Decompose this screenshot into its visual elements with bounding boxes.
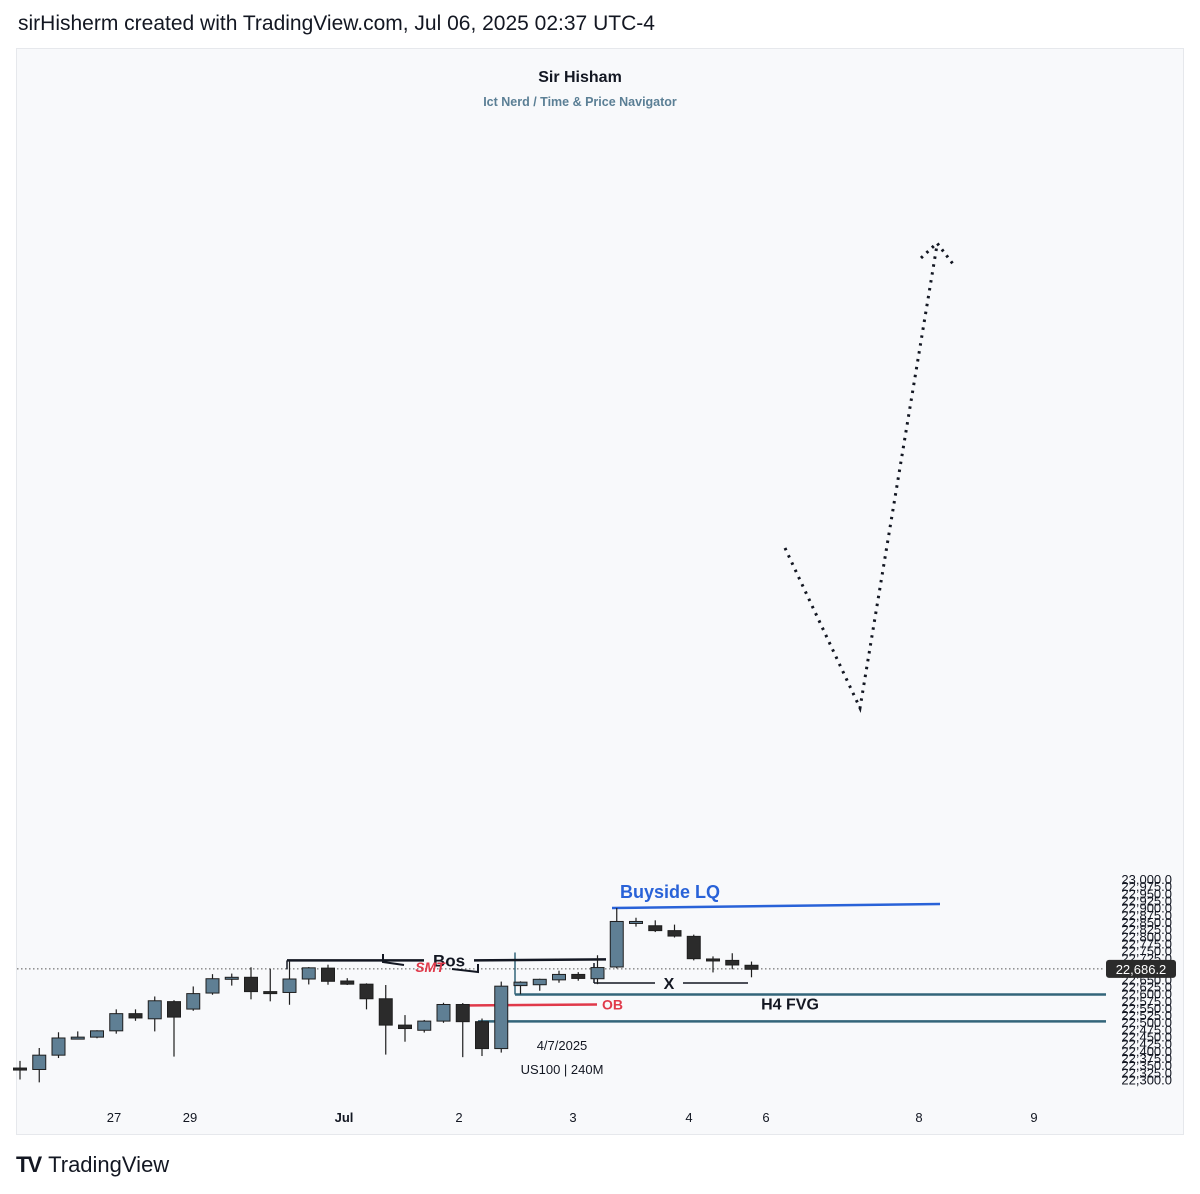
candle-body[interactable] (571, 973, 586, 979)
projection-path (783, 244, 939, 714)
x-tick-label: 9 (1030, 1110, 1037, 1125)
y-tick-label: 22,375.0 (1121, 1051, 1172, 1066)
candle-body[interactable] (706, 958, 720, 962)
candle-body[interactable] (629, 920, 643, 924)
candle-body[interactable] (51, 1037, 66, 1056)
candle-body[interactable] (475, 1021, 489, 1050)
smt-label: SMT (415, 959, 446, 975)
y-tick-label: 22,850.0 (1121, 915, 1172, 930)
y-tick-label: 22,300.0 (1121, 1073, 1172, 1088)
x-tick-label: 8 (915, 1110, 922, 1125)
y-tick-label: 22,925.0 (1121, 894, 1172, 909)
x-tick-label: 3 (569, 1110, 576, 1125)
chart-subtitle: Ict Nerd / Time & Price Navigator (483, 95, 677, 109)
candle-body[interactable] (552, 973, 566, 981)
y-tick-label: 22,750.0 (1121, 944, 1172, 959)
candle-body[interactable] (436, 1003, 451, 1022)
y-tick-label: 22,400.0 (1121, 1044, 1172, 1059)
candle-body[interactable] (590, 967, 605, 980)
y-tick-label: 22,625.0 (1121, 979, 1172, 994)
x-tick-label: 4 (685, 1110, 692, 1125)
ob-line (459, 1003, 598, 1007)
projection-arrowhead (919, 240, 955, 265)
buyside-lq-line (611, 902, 941, 910)
candle-body[interactable] (725, 959, 740, 966)
candle-body[interactable] (109, 1013, 124, 1032)
candle-body[interactable] (263, 991, 278, 995)
y-tick-label: 22,525.0 (1121, 1008, 1172, 1023)
watermark-date: 4/7/2025 (537, 1038, 588, 1053)
candle-body[interactable] (13, 1067, 27, 1071)
candle-body[interactable] (205, 978, 220, 994)
candle-body[interactable] (147, 1000, 162, 1020)
x-tick-label: 6 (762, 1110, 769, 1125)
smt-line-left (382, 954, 405, 966)
y-tick-label: 22,575.0 (1121, 994, 1172, 1009)
candle-body[interactable] (301, 967, 316, 980)
candle-body[interactable] (244, 976, 258, 993)
h4-fvg-label: H4 FVG (761, 996, 819, 1013)
chart-title: Sir Hisham (538, 69, 622, 86)
last-price-label: 22,686.2 (1116, 962, 1167, 977)
y-tick-label: 22,875.0 (1121, 908, 1172, 923)
bos-label: Bos (433, 951, 465, 970)
candle-body[interactable] (494, 985, 509, 1050)
header-attribution: sirHisherm created with TradingView.com,… (18, 12, 655, 35)
candle-body[interactable] (686, 935, 701, 960)
y-tick-label: 22,950.0 (1121, 886, 1172, 901)
tradingview-logo-icon[interactable]: TV (16, 1152, 42, 1177)
ob-label: OB (602, 996, 623, 1012)
x-tick-label: Jul (335, 1110, 354, 1125)
candle-body[interactable] (186, 993, 201, 1010)
y-tick-label: 22,325.0 (1121, 1065, 1172, 1080)
y-tick-label: 22,800.0 (1121, 929, 1172, 944)
candle-body[interactable] (90, 1030, 104, 1038)
footer-brand[interactable]: TradingView (48, 1152, 170, 1177)
y-tick-label: 22,350.0 (1121, 1058, 1172, 1073)
candle-body[interactable] (417, 1020, 432, 1031)
y-tick-label: 22,900.0 (1121, 901, 1172, 916)
footer: TV TradingView (16, 1152, 169, 1178)
candle-body[interactable] (340, 980, 355, 985)
y-tick-label: 22,600.0 (1121, 987, 1172, 1002)
y-tick-label: 22,475.0 (1121, 1022, 1172, 1037)
candle-body[interactable] (378, 998, 393, 1026)
candle-body[interactable] (667, 930, 682, 937)
candle-body[interactable] (224, 976, 239, 980)
chart-panel[interactable] (16, 48, 1184, 1135)
candle-body[interactable] (744, 964, 759, 970)
x-tick-label: 2 (455, 1110, 462, 1125)
smt-line-right (451, 964, 479, 974)
y-tick-label: 22,425.0 (1121, 1037, 1172, 1052)
y-tick-label: 22,975.0 (1121, 879, 1172, 894)
bos-line-right (473, 958, 607, 962)
y-tick-label: 22,450.0 (1121, 1030, 1172, 1045)
candle-body[interactable] (167, 1001, 181, 1018)
candle-body[interactable] (532, 978, 547, 986)
y-tick-label: 22,775.0 (1121, 937, 1172, 952)
candle-body[interactable] (359, 983, 374, 1000)
x-tick-label: 27 (107, 1110, 121, 1125)
candle-body[interactable] (513, 981, 528, 987)
y-tick-label: 22,500.0 (1121, 1015, 1172, 1030)
y-tick-label: 23,000.0 (1121, 872, 1172, 887)
candle-body[interactable] (648, 925, 663, 932)
candle-body[interactable] (128, 1013, 143, 1019)
candle-body[interactable] (70, 1036, 85, 1040)
candle-body[interactable] (321, 967, 335, 982)
candle-body[interactable] (609, 920, 624, 968)
watermark-symbol: US100 | 240M (521, 1062, 604, 1077)
candle-body[interactable] (455, 1003, 470, 1023)
candle-body[interactable] (32, 1054, 47, 1070)
last-price-badge[interactable] (1106, 959, 1176, 978)
x-tick-label: 29 (183, 1110, 197, 1125)
x-mark-label: X (664, 976, 675, 993)
y-tick-label: 22,550.0 (1121, 1001, 1172, 1016)
candle-body[interactable] (282, 978, 297, 993)
candle-body[interactable] (398, 1024, 412, 1030)
y-tick-label: 22,825.0 (1121, 922, 1172, 937)
buyside-lq-label: Buyside LQ (620, 882, 720, 902)
